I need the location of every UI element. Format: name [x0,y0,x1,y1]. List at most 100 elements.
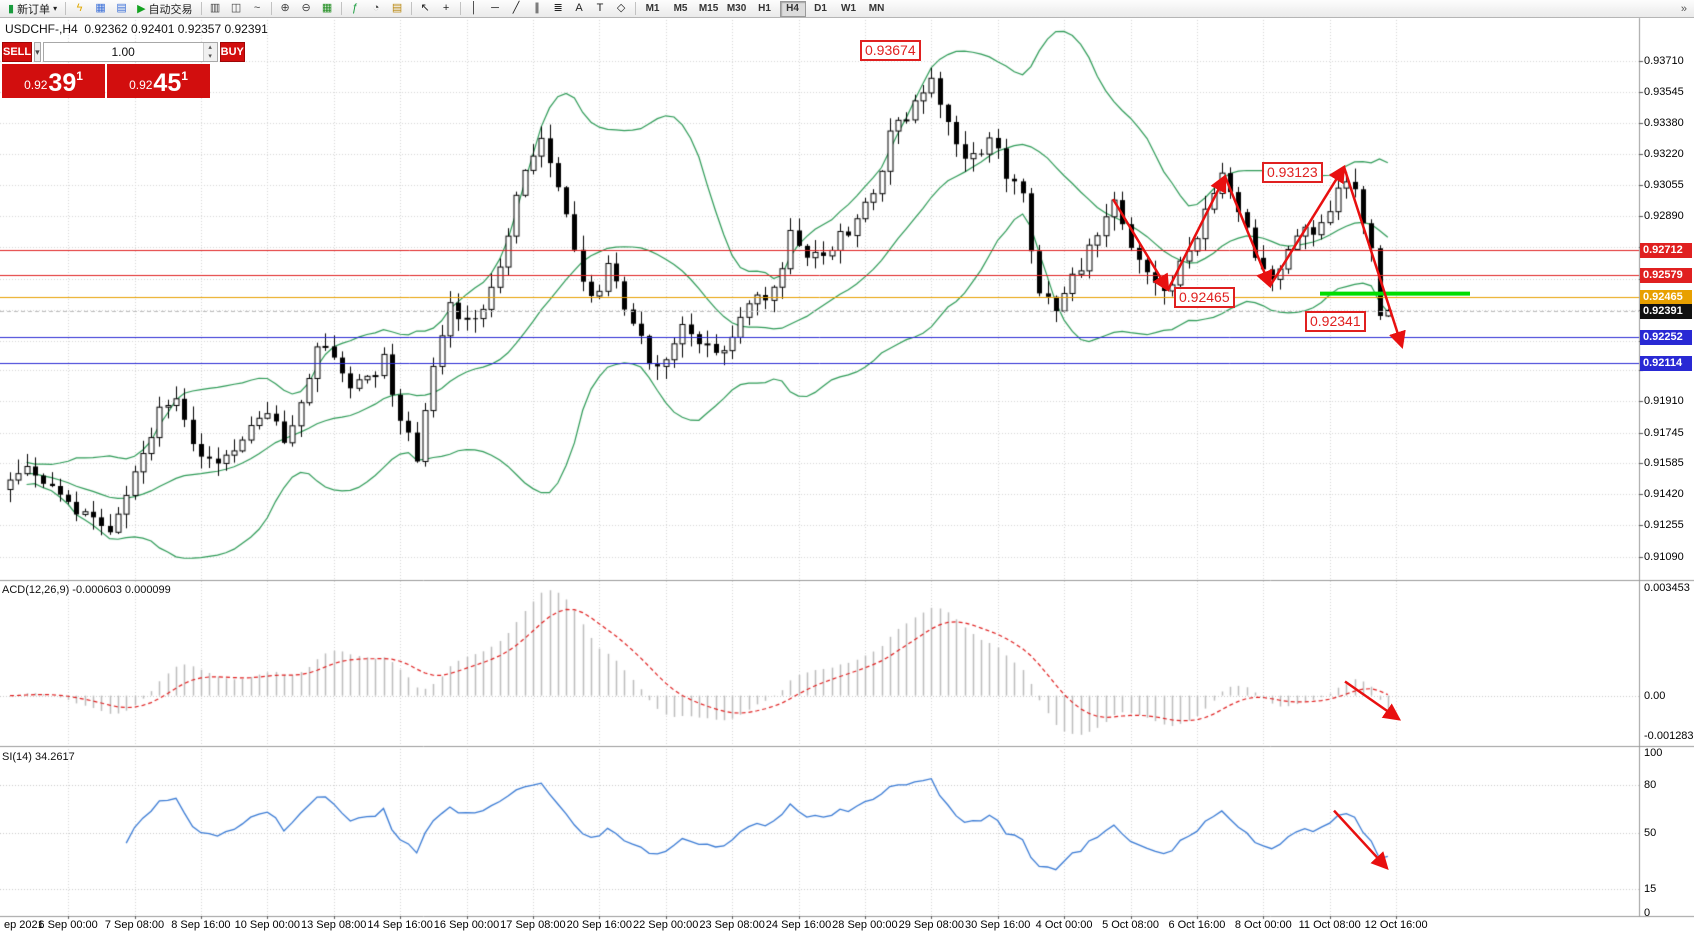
price-axis-label: 0.91255 [1644,519,1684,532]
price-annotation[interactable]: 0.92341 [1305,311,1366,332]
time-axis-label: 23 Sep 08:00 [699,919,765,931]
new-order-icon: ▮ [8,3,15,15]
rsi-axis-label: 80 [1644,779,1657,791]
toolbar-overflow-button[interactable]: » [1680,2,1687,15]
price-annotation[interactable]: 0.92465 [1174,287,1235,308]
toolbar-separator [270,2,272,15]
timeframe-w1-button[interactable]: W1 [841,2,857,14]
text-label-icon[interactable]: T [596,2,604,14]
time-axis-label: 6 Oct 16:00 [1168,919,1226,931]
toolbar-separator [65,2,67,15]
timeframe-m30-button[interactable]: M30 [726,2,747,14]
volume-increase-button[interactable]: ▴ [203,43,217,52]
indicators-icon[interactable]: ƒ [351,2,359,14]
sell-price-tile[interactable]: 0.92 39 1 [2,64,105,98]
one-click-trading-panel: SELL ▾ ▴ ▾ BUY 0.92 39 1 0.9 [2,42,245,98]
price-axis-tag: 0.92579 [1640,267,1692,283]
rsi-axis-label: 50 [1644,827,1657,839]
price-annotation[interactable]: 0.93674 [860,40,921,61]
price-axis-tag: 0.92252 [1640,329,1692,345]
time-axis-label: 11 Oct 08:00 [1298,919,1361,931]
time-axis-label: 28 Sep 00:00 [832,919,898,931]
time-axis-label: 20 Sep 16:00 [566,919,633,931]
price-axis-label: 0.92890 [1644,210,1684,223]
volume-input[interactable] [43,43,203,61]
trendline-icon[interactable]: ╱ [512,2,520,14]
periods-icon[interactable]: ◔ [372,2,380,14]
price-axis-tag: 0.92712 [1640,242,1692,258]
timeframe-mn-button[interactable]: MN [868,2,885,14]
dropdown-caret-icon: ▾ [53,4,58,13]
arrows-icon[interactable]: ◇ [616,2,626,14]
profiles-icon[interactable]: ▤ [116,2,127,14]
time-axis-label: 8 Sep 16:00 [171,919,231,931]
price-annotation[interactable]: 0.93123 [1262,162,1323,183]
line-chart-icon[interactable]: ~ [253,2,261,14]
vertical-line-icon[interactable]: │ [470,2,478,14]
time-axis-label: 6 Sep 00:00 [38,919,98,931]
macd-axis-label: 0.00 [1644,689,1666,702]
toolbar-separator [634,2,636,15]
time-axis-label: 24 Sep 16:00 [765,919,832,931]
equidistant-channel-icon[interactable]: ∥ [534,2,540,14]
price-axis-label: 0.93055 [1644,178,1684,191]
toolbar-separator [340,2,342,15]
cursor-icon[interactable]: ↖ [420,2,430,14]
timeframe-m1-button[interactable]: M1 [645,2,660,14]
chart-window-icon[interactable]: ▦ [95,2,106,14]
chart-ohlc-header: USDCHF-,H4 0.92362 0.92401 0.92357 0.923… [5,22,268,36]
time-axis-label: 5 Oct 08:00 [1102,919,1159,931]
crosshair-icon[interactable]: + [442,2,450,14]
price-axis-label: 0.91585 [1644,456,1684,469]
zoom-in-icon[interactable]: ⊕ [280,2,290,14]
sell-price-pipette: 1 [76,69,83,83]
macd-axis-label: 0.003453 [1644,582,1690,594]
horizontal-line-icon[interactable]: ─ [491,2,499,14]
time-axis-label: 7 Sep 08:00 [104,919,165,931]
mql5-market-icon[interactable]: ϟ [76,2,83,14]
candlestick-chart-icon[interactable]: ◫ [230,2,242,14]
price-axis-label: 0.91090 [1644,550,1684,563]
fibonacci-icon[interactable]: ≣ [553,2,563,14]
tile-windows-icon[interactable]: ▦ [321,2,333,14]
text-icon[interactable]: A [575,2,583,14]
price-axis-label: 0.93710 [1644,55,1684,67]
time-axis-label: 17 Sep 08:00 [500,919,566,931]
timeframe-h1-button[interactable]: H1 [758,2,771,14]
auto-trading-button[interactable]: ▶ 自动交易 [132,1,197,17]
time-axis-label: 14 Sep 16:00 [367,919,433,931]
price-axis-tag: 0.92114 [1640,355,1692,371]
toolbar-separator [200,2,202,15]
zoom-out-icon[interactable]: ⊖ [301,2,311,14]
buy-button[interactable]: BUY [219,42,245,62]
new-order-button[interactable]: ▮ 新订单 ▾ [3,1,62,17]
time-axis-label: 12 Oct 16:00 [1364,919,1428,931]
timeframe-h4-button[interactable]: H4 [779,0,806,17]
rsi-axis-label: 0 [1644,907,1651,919]
bar-chart-icon[interactable]: ▥ [209,2,221,14]
trade-panel-price-row: 0.92 39 1 0.92 45 1 [2,64,210,98]
time-axis-label: 8 Oct 00:00 [1234,919,1292,931]
templates-icon[interactable]: ▤ [391,2,403,14]
rsi-indicator-label: SI(14) 34.2617 [2,751,75,763]
sell-price-big: 39 [48,69,77,97]
timeframe-d1-button[interactable]: D1 [814,2,827,14]
timeframe-m15-button[interactable]: M15 [698,2,719,14]
price-axis-label: 0.91745 [1644,426,1684,439]
time-axis-label: 30 Sep 16:00 [964,919,1031,931]
toolbar-separator [410,2,412,15]
rsi-axis-label: 15 [1644,883,1657,895]
price-axis-tag: 0.92465 [1640,289,1692,305]
auto-trading-label: 自动交易 [148,3,193,16]
time-axis-label: 4 Oct 00:00 [1035,919,1093,931]
sell-button[interactable]: SELL [2,42,33,62]
volume-spinner: ▴ ▾ [202,43,217,61]
order-options-caret[interactable]: ▾ [34,42,41,62]
time-axis-label: 10 Sep 00:00 [234,919,301,931]
buy-price-tile[interactable]: 0.92 45 1 [107,64,210,98]
timeframe-m5-button[interactable]: M5 [673,2,688,14]
volume-decrease-button[interactable]: ▾ [203,52,217,61]
